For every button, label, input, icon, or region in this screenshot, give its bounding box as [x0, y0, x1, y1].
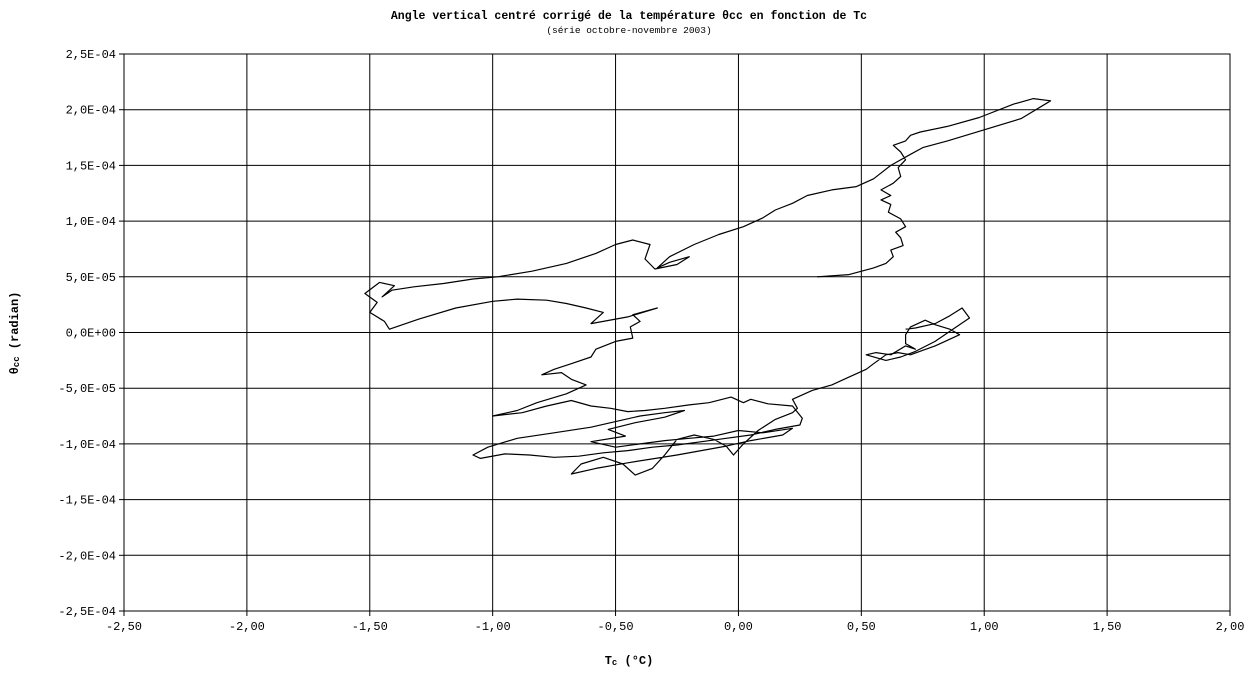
y-tick-label: -1,0E-04	[58, 438, 116, 452]
x-tick-label: 0,00	[724, 620, 753, 634]
x-tick-label: -0,50	[598, 620, 634, 634]
y-tick-label: -2,0E-04	[58, 549, 116, 563]
y-axis-ticks: 2,5E-04 2,0E-04 1,5E-04 1,0E-04 5,0E-05 0,0E+…	[58, 48, 124, 619]
x-tick-label: 2,00	[1216, 620, 1245, 634]
y-tick-label: 5,0E-05	[66, 271, 116, 285]
x-tick-label: -1,00	[475, 620, 511, 634]
y-tick-label: 2,5E-04	[66, 48, 116, 62]
y-tick-label: -1,5E-04	[58, 494, 116, 508]
x-tick-label: 0,50	[847, 620, 876, 634]
series-line	[364, 98, 1052, 476]
x-axis-ticks: -2,50 -2,00 -1,50 -1,00 -0,50 0,00 0,50 1,00 1,5…	[106, 611, 1244, 634]
chart-title: Angle vertical centré corrigé de la temp…	[390, 10, 868, 23]
series-group	[364, 98, 1052, 476]
gridlines	[123, 53, 1231, 612]
y-tick-label: -5,0E-05	[58, 382, 116, 396]
y-tick-label: 1,5E-04	[66, 159, 116, 173]
x-tick-label: -2,00	[229, 620, 265, 634]
x-tick-label: 1,50	[1093, 620, 1122, 634]
y-tick-label: 2,0E-04	[66, 104, 116, 118]
y-axis-label: θcc (radian)	[8, 291, 22, 375]
chart-subtitle: (série octobre-novembre 2003)	[546, 25, 712, 36]
x-tick-label: 1,00	[970, 620, 999, 634]
y-tick-label: 0,0E+00	[66, 327, 116, 341]
x-tick-label: -2,50	[106, 620, 142, 634]
x-axis-label: Tc (°C)	[604, 654, 654, 668]
y-tick-label: 1,0E-04	[66, 215, 116, 229]
y-tick-label: -2,5E-04	[58, 605, 116, 619]
x-tick-label: -1,50	[352, 620, 388, 634]
